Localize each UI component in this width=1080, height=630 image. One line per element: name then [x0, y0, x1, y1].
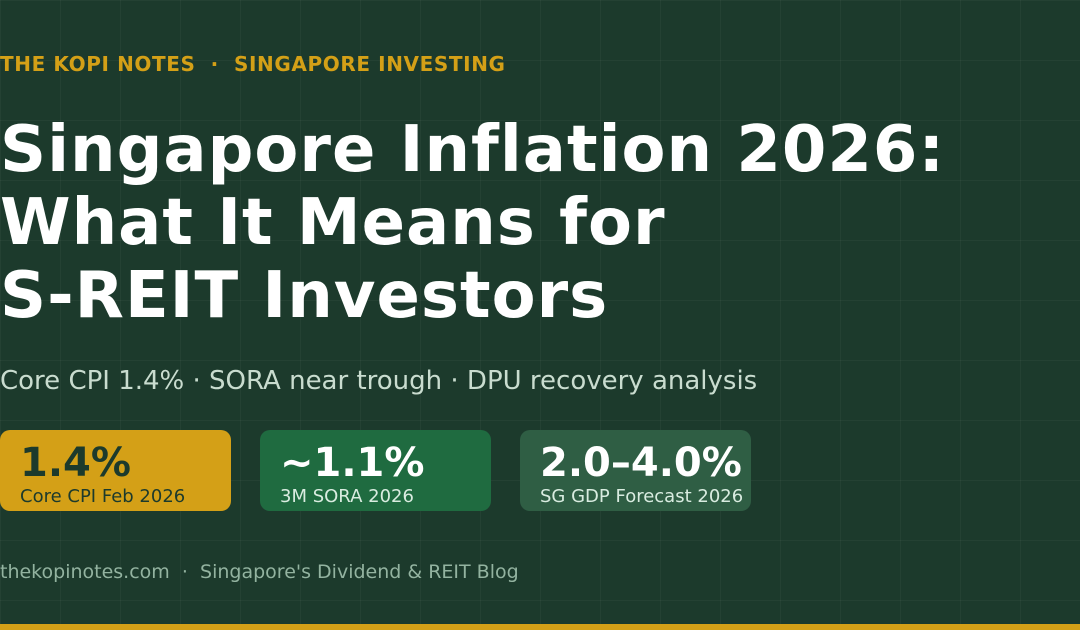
- footer: thekopinotes.com · Singapore's Dividend …: [0, 561, 519, 583]
- footer-separator: ·: [181, 561, 188, 583]
- stat-value: 1.4%: [20, 440, 131, 486]
- kicker: THE KOPI NOTES · SINGAPORE INVESTING: [0, 52, 506, 76]
- kicker-section: SINGAPORE INVESTING: [234, 52, 506, 76]
- title-line-3: S-REIT Investors: [0, 259, 609, 333]
- title-line-2: What It Means for: [0, 186, 666, 260]
- stat-card-core-cpi: 1.4% Core CPI Feb 2026: [0, 430, 231, 511]
- stat-value: ~1.1%: [280, 440, 425, 486]
- footer-site: thekopinotes.com: [0, 561, 170, 583]
- footer-tagline: Singapore's Dividend & REIT Blog: [200, 561, 519, 583]
- title-line-1: Singapore Inflation 2026:: [0, 113, 946, 187]
- stat-card-sora: ~1.1% 3M SORA 2026: [260, 430, 491, 511]
- subtitle: Core CPI 1.4% · SORA near trough · DPU r…: [0, 366, 758, 396]
- kicker-brand: THE KOPI NOTES: [0, 52, 196, 76]
- stat-card-gdp-forecast: 2.0–4.0% SG GDP Forecast 2026: [520, 430, 751, 511]
- stat-value: 2.0–4.0%: [540, 440, 742, 486]
- stat-label: Core CPI Feb 2026: [20, 486, 186, 507]
- kicker-separator: ·: [210, 52, 219, 76]
- bottom-accent-bar: [0, 624, 1080, 630]
- page-title: Singapore Inflation 2026: What It Means …: [0, 114, 945, 333]
- stat-label: 3M SORA 2026: [280, 486, 414, 507]
- stat-label: SG GDP Forecast 2026: [540, 486, 744, 507]
